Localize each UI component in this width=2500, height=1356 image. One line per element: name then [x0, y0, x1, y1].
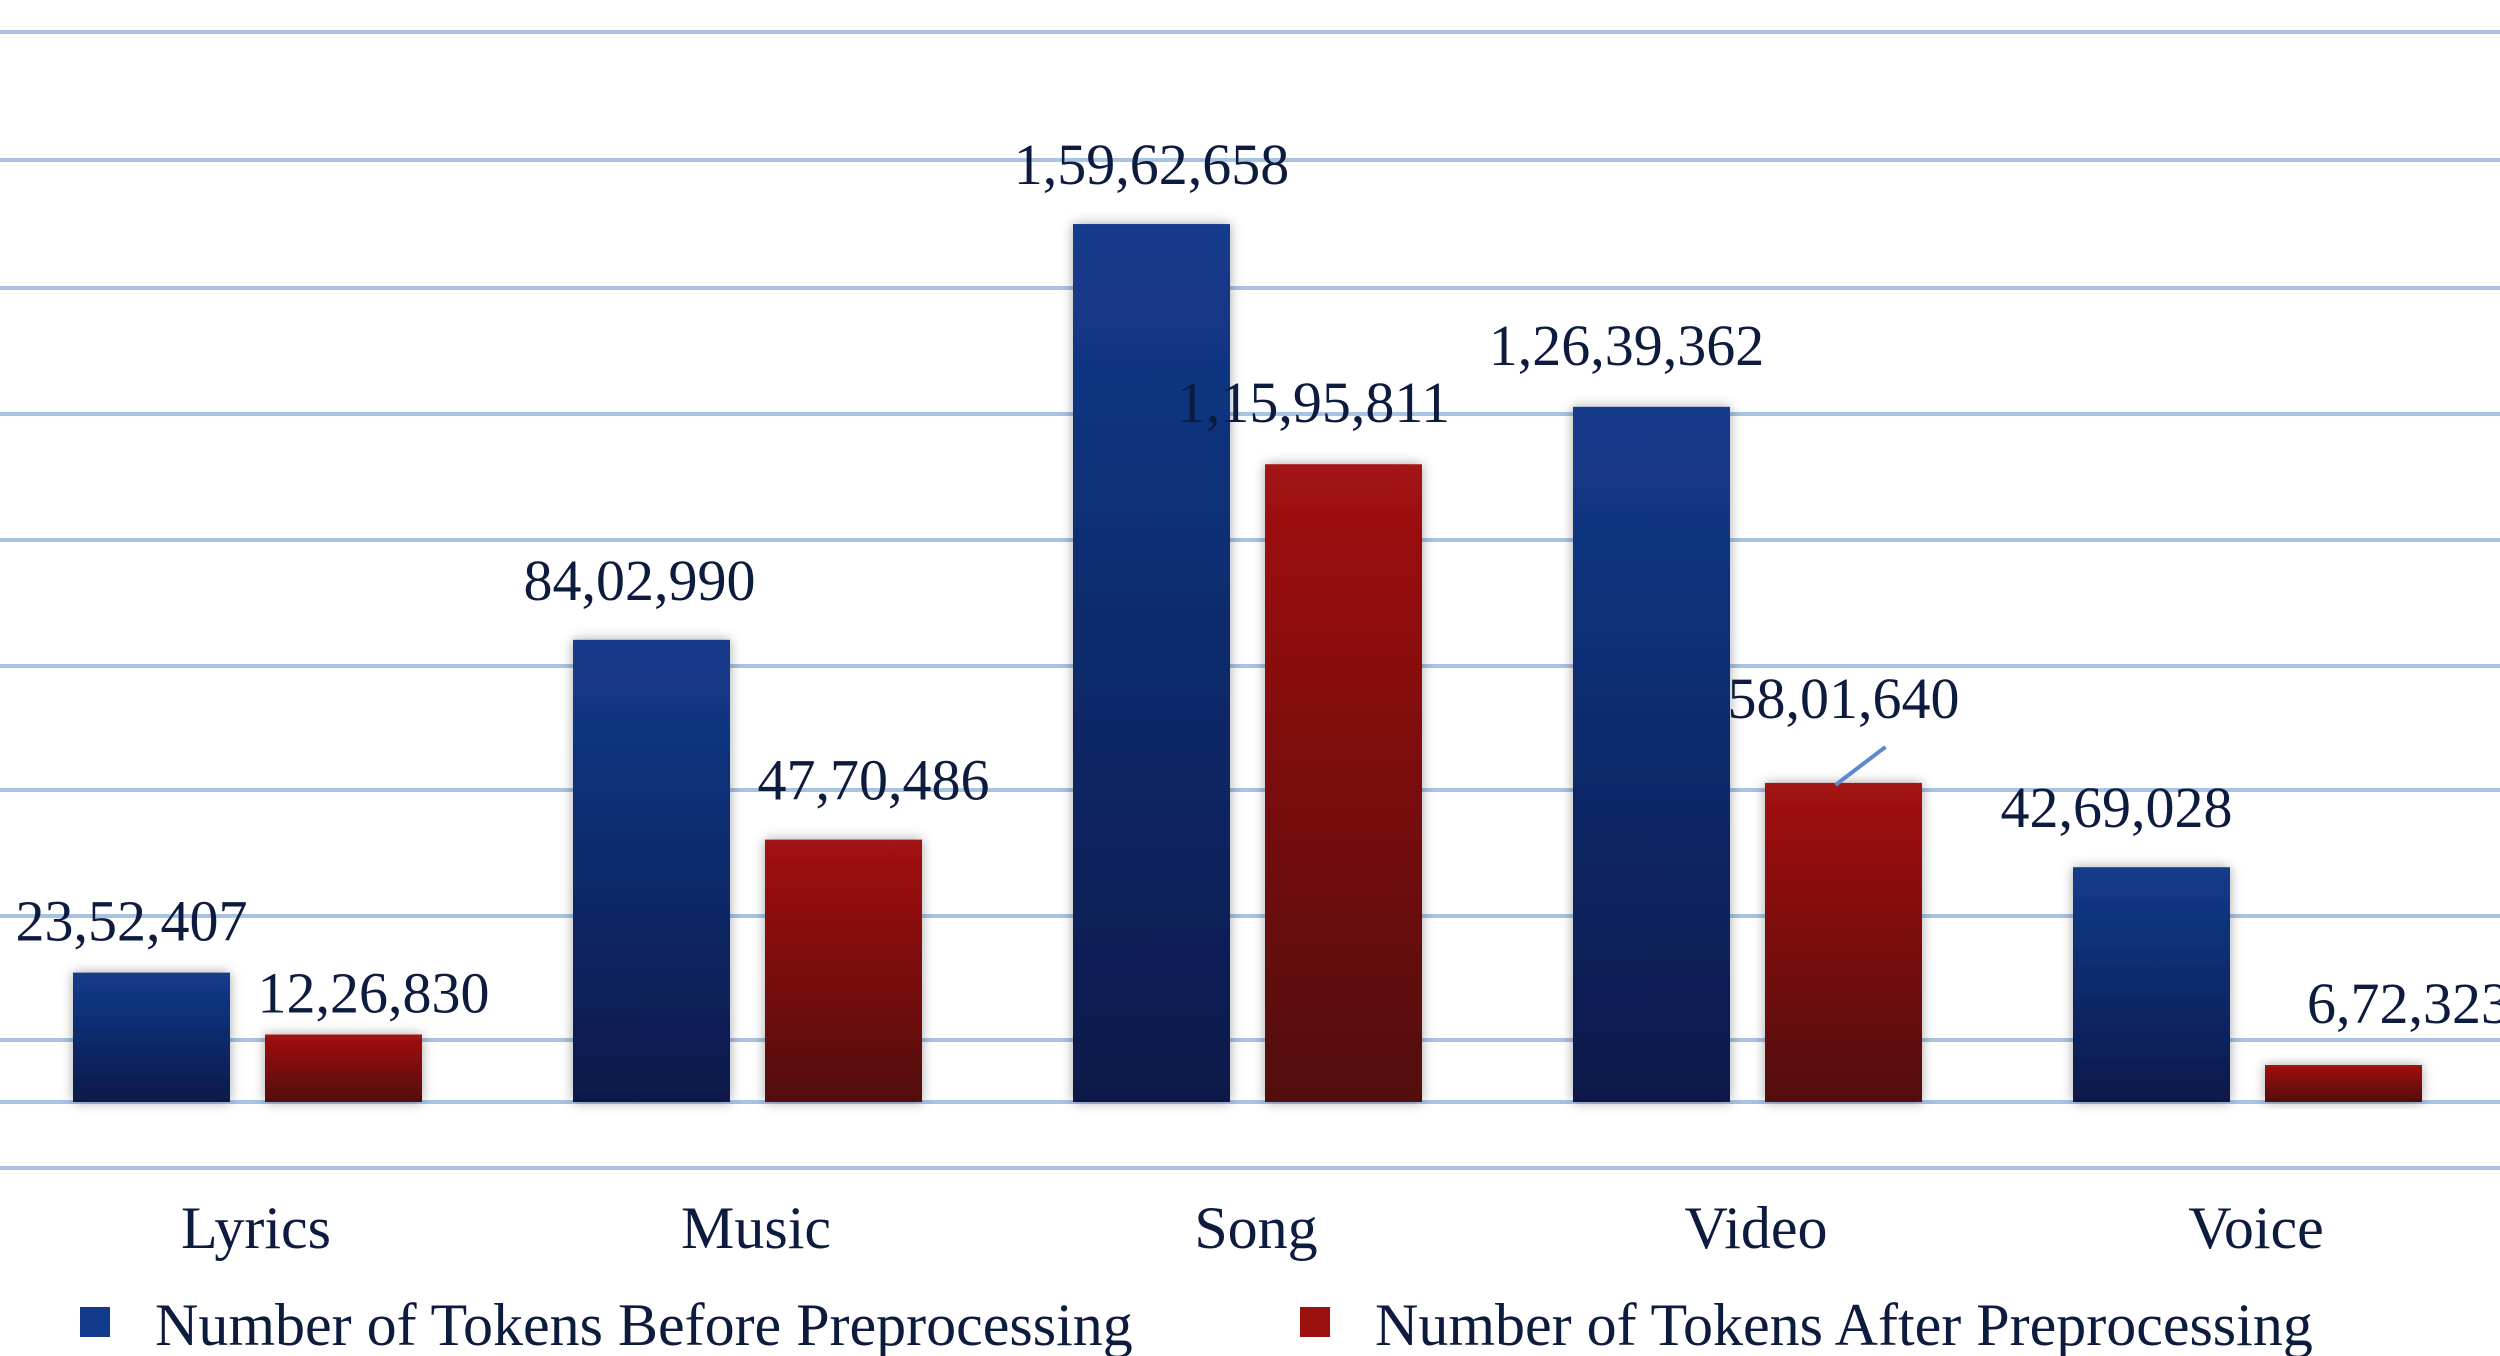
data-label-voice-before: 42,69,028 — [2001, 775, 2233, 840]
category-label-video: Video — [1684, 1195, 1827, 1261]
bar-video-after — [1765, 782, 1922, 1102]
bar-voice-before — [2073, 867, 2230, 1102]
bar-song-after — [1265, 464, 1422, 1102]
bar-voice-after — [2265, 1065, 2422, 1102]
data-label-song-before: 1,59,62,658 — [1014, 132, 1290, 197]
bar-video-before — [1573, 406, 1730, 1102]
data-label-video-before: 1,26,39,362 — [1489, 313, 1765, 378]
bar-lyrics-before — [73, 972, 230, 1102]
bars — [73, 224, 2422, 1102]
category-label-music: Music — [681, 1195, 831, 1261]
data-label-music-after: 47,70,486 — [758, 748, 990, 813]
category-label-lyrics: Lyrics — [181, 1195, 331, 1261]
bar-music-after — [765, 839, 922, 1102]
legend-swatch-before — [80, 1307, 110, 1337]
data-label-leader-line — [1834, 745, 1887, 787]
data-label-lyrics-after: 12,26,830 — [258, 961, 490, 1026]
legend-swatch-after — [1300, 1307, 1330, 1337]
category-axis: Lyrics Music Song Video Voice — [181, 1195, 2324, 1261]
legend-label-after: Number of Tokens After Preprocessing — [1375, 1292, 2313, 1356]
data-label-music-before: 84,02,990 — [524, 548, 756, 613]
data-label-voice-after: 6,72,323 — [2307, 971, 2500, 1036]
data-label-video-after: 58,01,640 — [1728, 666, 1960, 731]
legend-label-before: Number of Tokens Before Preprocessing — [155, 1292, 1133, 1356]
category-label-song: Song — [1194, 1195, 1317, 1261]
bar-lyrics-after — [265, 1034, 422, 1102]
category-label-voice: Voice — [2188, 1195, 2324, 1261]
legend: Number of Tokens Before Preprocessing Num… — [80, 1292, 2313, 1356]
data-label-song-after: 1,15,95,811 — [1177, 370, 1450, 435]
bar-music-before — [573, 639, 730, 1102]
bar-song-before — [1073, 224, 1230, 1102]
data-label-lyrics-before: 23,52,407 — [16, 889, 248, 954]
